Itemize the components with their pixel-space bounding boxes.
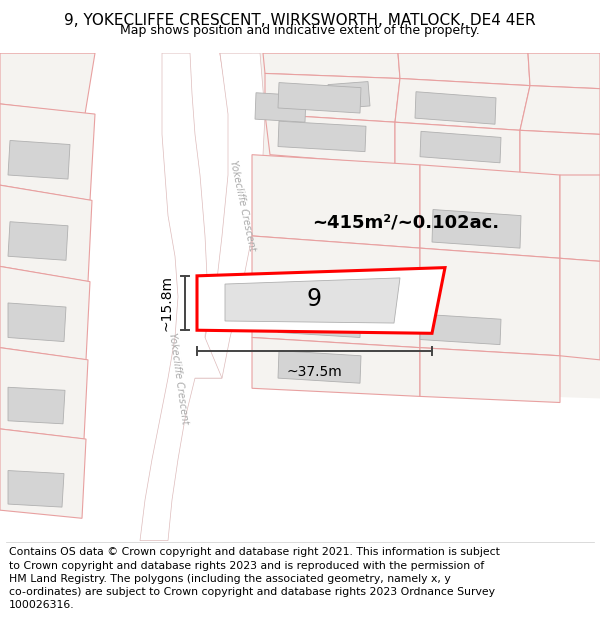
Polygon shape — [8, 222, 68, 260]
Polygon shape — [520, 130, 600, 181]
Text: Yokecliffe Crescent: Yokecliffe Crescent — [167, 332, 190, 424]
Polygon shape — [8, 141, 70, 179]
Polygon shape — [0, 429, 86, 518]
Polygon shape — [420, 314, 501, 344]
Polygon shape — [278, 351, 361, 383]
Polygon shape — [528, 53, 600, 89]
Polygon shape — [420, 131, 501, 162]
Polygon shape — [265, 114, 395, 165]
Text: 9, YOKECLIFFE CRESCENT, WIRKSWORTH, MATLOCK, DE4 4ER: 9, YOKECLIFFE CRESCENT, WIRKSWORTH, MATL… — [64, 13, 536, 28]
Polygon shape — [420, 248, 560, 356]
Polygon shape — [278, 82, 361, 113]
Polygon shape — [225, 278, 400, 323]
Text: Map shows position and indicative extent of the property.: Map shows position and indicative extent… — [120, 24, 480, 38]
Polygon shape — [8, 471, 64, 507]
Polygon shape — [263, 53, 400, 79]
Polygon shape — [0, 185, 92, 282]
Polygon shape — [560, 258, 600, 360]
Polygon shape — [195, 53, 265, 378]
Text: ~415m²/~0.102ac.: ~415m²/~0.102ac. — [312, 214, 499, 231]
Polygon shape — [398, 53, 530, 86]
Polygon shape — [0, 53, 95, 114]
Polygon shape — [0, 266, 90, 360]
Polygon shape — [432, 209, 521, 248]
Polygon shape — [278, 121, 366, 152]
Polygon shape — [0, 348, 88, 439]
Text: ~15.8m: ~15.8m — [160, 275, 174, 331]
Polygon shape — [420, 348, 560, 403]
Polygon shape — [255, 92, 306, 123]
Polygon shape — [252, 53, 600, 399]
Polygon shape — [520, 86, 600, 134]
Text: Yokecliffe Crescent: Yokecliffe Crescent — [229, 159, 257, 252]
Polygon shape — [310, 53, 400, 154]
Polygon shape — [197, 268, 445, 333]
Polygon shape — [252, 236, 420, 348]
Polygon shape — [252, 154, 420, 248]
Polygon shape — [420, 165, 560, 258]
Polygon shape — [252, 338, 420, 396]
Polygon shape — [560, 175, 600, 261]
Polygon shape — [395, 122, 520, 175]
Polygon shape — [0, 104, 95, 201]
Polygon shape — [265, 73, 400, 122]
Polygon shape — [328, 81, 370, 109]
Polygon shape — [8, 388, 65, 424]
Polygon shape — [278, 302, 361, 338]
Text: ~37.5m: ~37.5m — [287, 365, 343, 379]
Polygon shape — [220, 53, 330, 165]
Polygon shape — [8, 303, 66, 341]
Text: 9: 9 — [307, 288, 322, 311]
Polygon shape — [140, 53, 222, 541]
Polygon shape — [415, 92, 496, 124]
Polygon shape — [395, 79, 530, 130]
Text: Contains OS data © Crown copyright and database right 2021. This information is : Contains OS data © Crown copyright and d… — [9, 548, 500, 610]
